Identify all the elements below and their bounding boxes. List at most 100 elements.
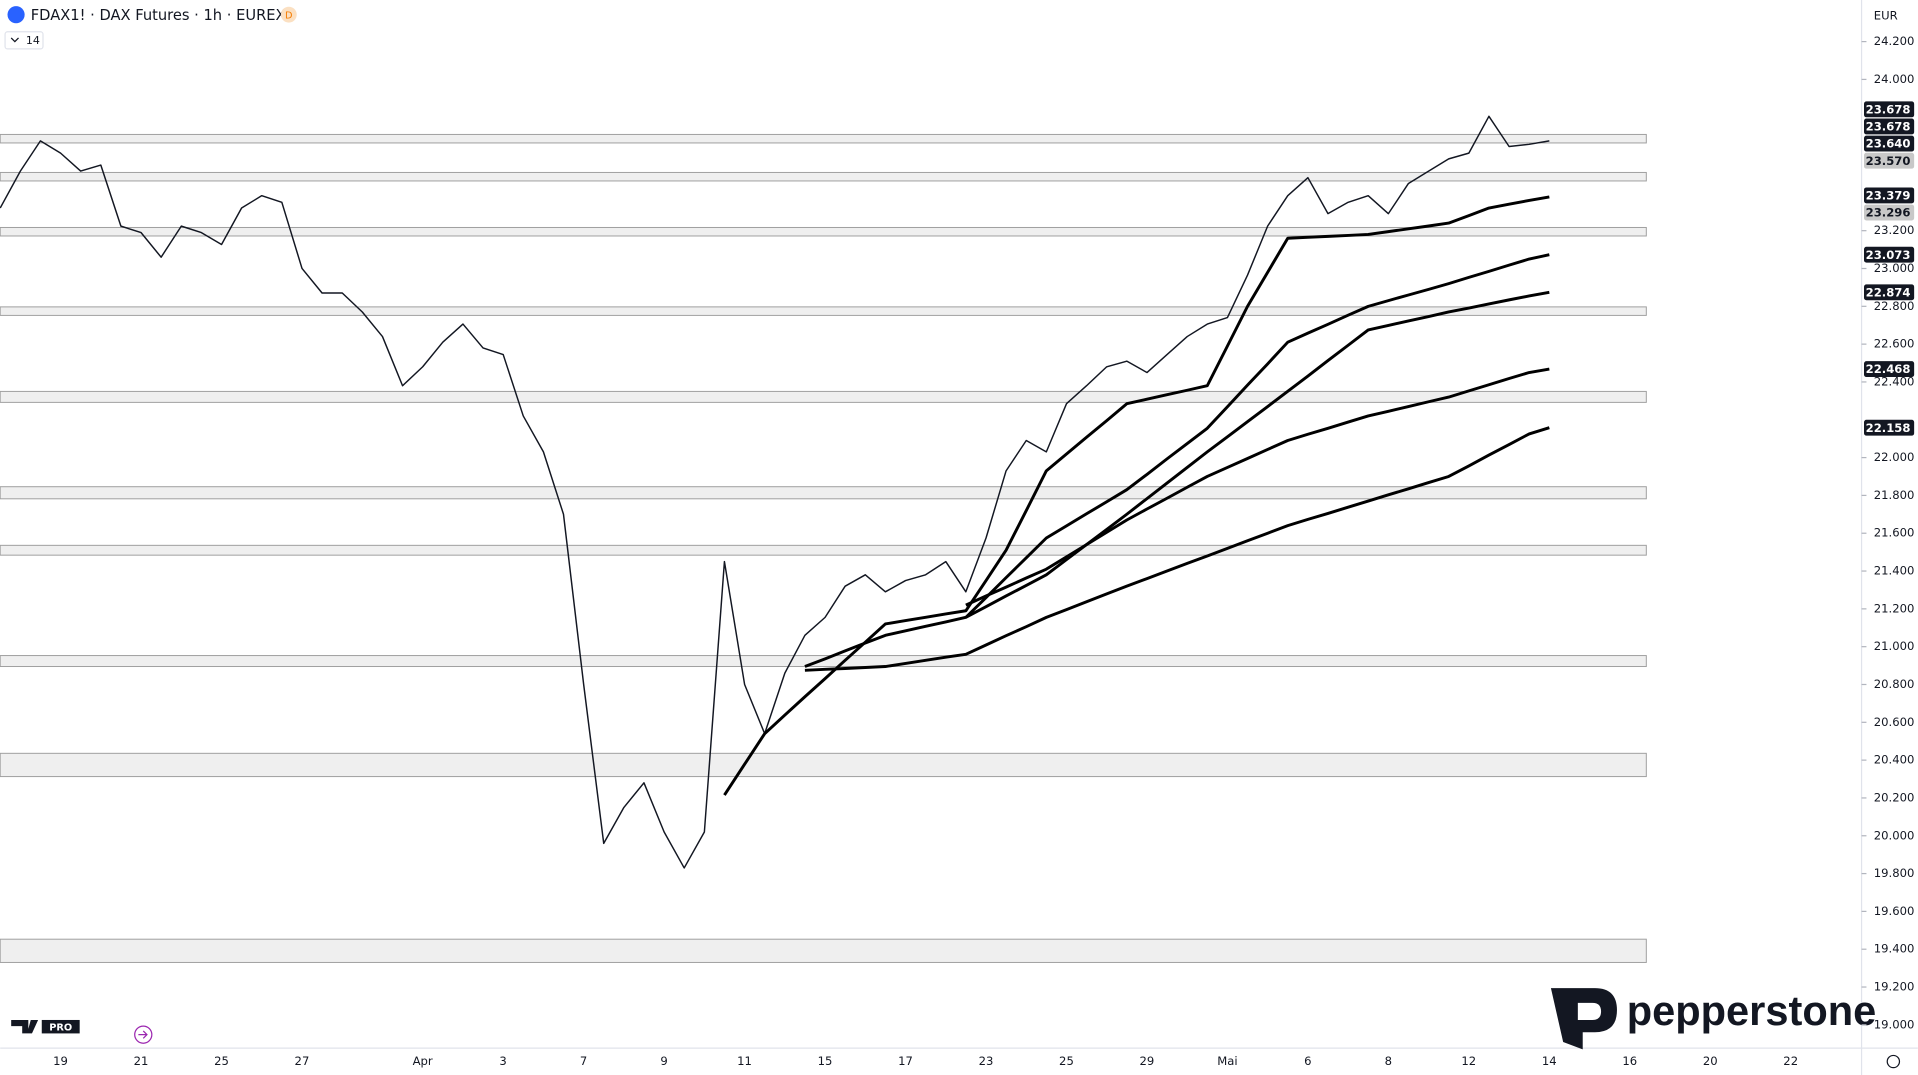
price-badge: [1864, 204, 1915, 221]
replay-arrow: [138, 1030, 148, 1039]
y-tick-label: 23.000: [1874, 261, 1915, 275]
price-line: [965, 290, 1550, 619]
x-tick-label: Apr: [413, 1054, 433, 1068]
y-tick-label: 22.600: [1874, 337, 1915, 351]
price-badge: [1864, 118, 1915, 135]
price-line: [804, 253, 1550, 668]
y-tick-label: 24.200: [1874, 34, 1915, 48]
y-tick-label: 20.000: [1874, 828, 1915, 842]
price-zone: [0, 171, 1647, 182]
y-tick-label: 19.400: [1874, 942, 1915, 956]
price-badge-label: 23.678: [1866, 120, 1911, 134]
x-tick-label: 25: [1059, 1054, 1074, 1068]
pepperstone-text: pepperstone: [1627, 987, 1877, 1034]
y-tick-label: 21.800: [1874, 488, 1915, 502]
y-tick-label: 21.400: [1874, 564, 1915, 578]
price-badge-label: 22.468: [1866, 362, 1911, 376]
chevron: [10, 37, 19, 43]
price-zone: [0, 486, 1647, 500]
y-tick-label: 23.200: [1874, 223, 1915, 237]
badge-circle: [280, 6, 297, 23]
y-tick-label: 21.000: [1874, 639, 1915, 653]
price-badge-label: 23.678: [1866, 102, 1911, 116]
pro-box: [41, 1019, 80, 1034]
tv-logo: PRO: [11, 1019, 80, 1034]
price-badge: [1864, 135, 1915, 152]
x-tick-label: 21: [134, 1054, 149, 1068]
price-badge-label: 23.073: [1866, 248, 1911, 262]
price-zone: [0, 544, 1647, 556]
y-tick-label: 20.800: [1874, 677, 1915, 691]
settings-icon[interactable]: [1886, 1054, 1901, 1069]
y-tick-label: 20.600: [1874, 715, 1915, 729]
price-badge: [1864, 284, 1915, 301]
y-tick-label: 22.400: [1874, 374, 1915, 388]
indicator-length[interactable]: 14: [26, 34, 40, 47]
y-tick-label: 19.200: [1874, 980, 1915, 994]
y-tick-label: 22.800: [1874, 299, 1915, 313]
price-badge-label: 23.640: [1866, 137, 1911, 151]
tv-mark: [11, 1019, 39, 1034]
price-badge: [1864, 152, 1915, 169]
price-badge-label: 23.296: [1866, 206, 1911, 220]
y-tick-label: 21.200: [1874, 601, 1915, 615]
price-zone: [0, 938, 1647, 963]
pepperstone-mark-inner: [1577, 1002, 1602, 1020]
y-tick-label: 19.000: [1874, 1017, 1915, 1031]
x-tick-label: 11: [737, 1054, 752, 1068]
y-tick-label: 19.800: [1874, 866, 1915, 880]
x-tick-label: 17: [898, 1054, 913, 1068]
price-line: [804, 426, 1550, 672]
x-tick-label: 19: [53, 1054, 68, 1068]
y-tick-label: 20.200: [1874, 790, 1915, 804]
price-badge-label: 22.874: [1866, 285, 1911, 299]
x-tick-label: 27: [295, 1054, 310, 1068]
x-tick-label: Mai: [1217, 1054, 1237, 1068]
y-tick-label: 19.600: [1874, 904, 1915, 918]
price-badge-label: 22.158: [1866, 421, 1911, 435]
pro-label: PRO: [49, 1022, 72, 1033]
replay-icon[interactable]: [134, 1025, 153, 1044]
price-badge-label: 23.570: [1866, 154, 1911, 168]
y-tick-label: 20.400: [1874, 753, 1915, 767]
pepperstone-logo: pepperstone: [1550, 987, 1877, 1050]
y-tick-label: 24.000: [1874, 72, 1915, 86]
x-tick-label: 12: [1461, 1054, 1476, 1068]
indicator-box[interactable]: [4, 31, 44, 50]
x-tick-label: 16: [1622, 1054, 1637, 1068]
x-tick-label: 29: [1140, 1054, 1155, 1068]
price-badge: [1864, 101, 1915, 118]
price-zone: [0, 226, 1647, 237]
badge: D: [285, 10, 293, 21]
price-badge-label: 23.379: [1866, 189, 1911, 203]
x-tick-label: 3: [499, 1054, 506, 1068]
price-badge: [1864, 246, 1915, 263]
x-tick-label: 6: [1304, 1054, 1311, 1068]
price-zone: [0, 390, 1647, 403]
y-tick-label: 22.000: [1874, 450, 1915, 464]
x-tick-label: 23: [979, 1054, 994, 1068]
x-tick-label: 22: [1783, 1054, 1798, 1068]
y-tick-label: 21.600: [1874, 526, 1915, 540]
x-tick-label: 25: [214, 1054, 229, 1068]
x-tick-label: 15: [818, 1054, 833, 1068]
currency[interactable]: EUR: [1874, 8, 1898, 22]
price-zone: [0, 752, 1647, 778]
price-badge: [1864, 187, 1915, 204]
x-tick-label: 9: [660, 1054, 667, 1068]
price-badge: [1864, 419, 1915, 436]
price-zone: [0, 306, 1647, 316]
plot: [0, 115, 1647, 963]
x-tick-label: 20: [1703, 1054, 1718, 1068]
x-tick-label: 7: [580, 1054, 587, 1068]
x-tick-label: 8: [1385, 1054, 1392, 1068]
price-line: [0, 115, 1550, 869]
x-tick-label: 14: [1542, 1054, 1557, 1068]
symbol-title[interactable]: FDAX1! · DAX Futures · 1h · EUREX: [31, 7, 286, 24]
price-line: [965, 367, 1550, 607]
symbol-icon[interactable]: [7, 6, 25, 24]
price-badge: [1864, 361, 1915, 378]
